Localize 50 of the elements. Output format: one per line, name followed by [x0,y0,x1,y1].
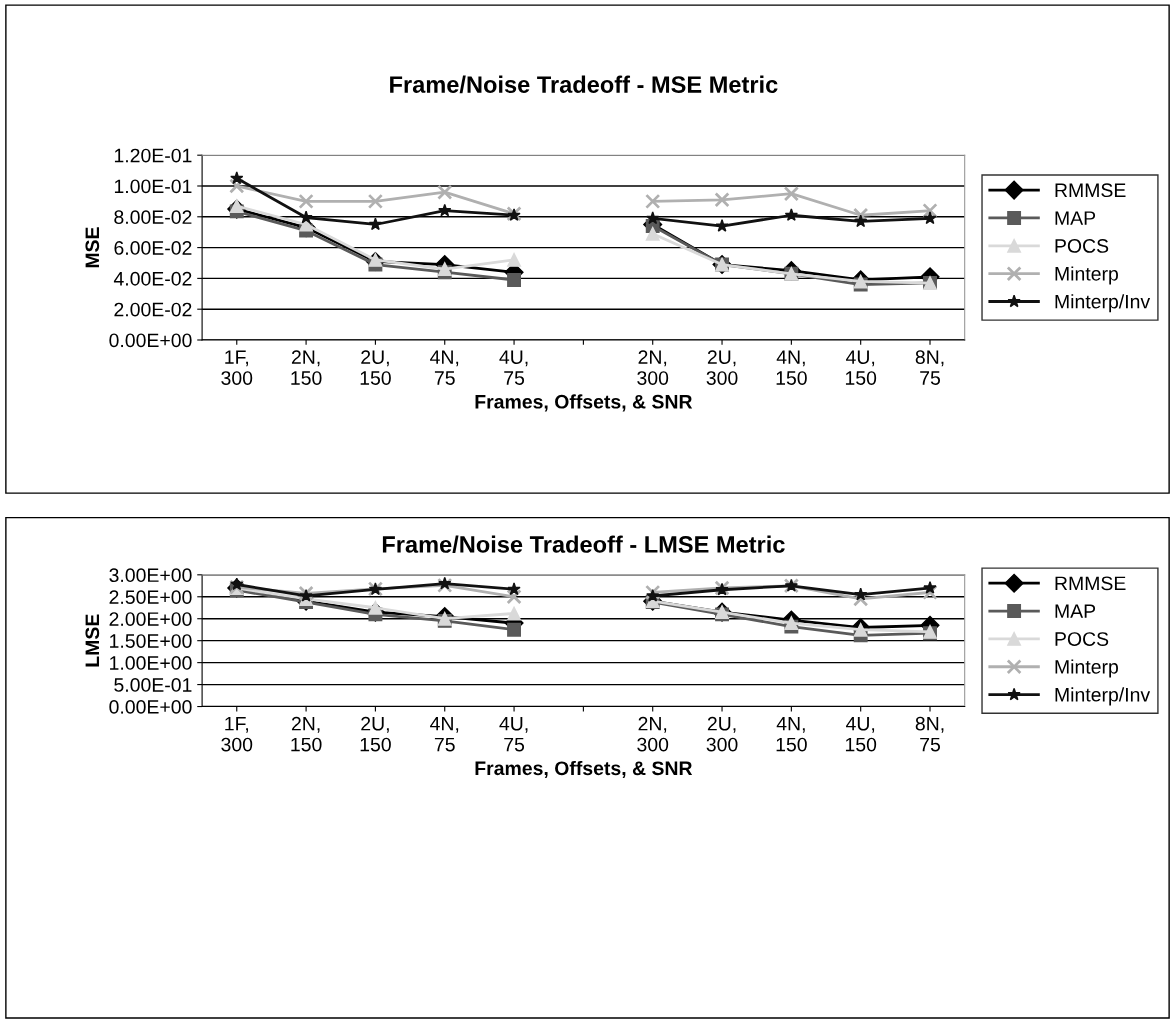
y-tick-label: 0.00E+00 [109,700,192,714]
y-tick-label: 1.50E+00 [110,634,192,648]
legend-label: Minterp/Inv [1055,294,1151,313]
legend-label: POCS [1055,239,1109,253]
x-tick-label: 4U, 75 [499,716,528,752]
y-tick-label: 2.00E+00 [109,612,192,626]
x-tick-label: 8N, 75 [915,350,944,385]
legend-label: RMMSE [1055,183,1126,198]
x-tick-label: 2U, 150 [360,350,391,385]
x-tick-label: 8N, 75 [915,716,944,752]
x-tick-label: 4U, 150 [845,716,877,752]
legend-label: MAP [1055,211,1096,225]
x-tick-label: 4U, 75 [499,350,528,385]
legend-label: Minterp [1055,659,1118,678]
x-tick-label: 4N, 150 [776,350,807,385]
x-tick-label: 4N, 75 [430,716,459,752]
y-axis-title: MSE [85,227,100,268]
chart-title: Frame/Noise Tradeoff - MSE Metric [390,75,778,94]
x-axis-title: Frames, Offsets, & SNR [475,760,693,778]
legend-label: MAP [1055,604,1096,618]
x-tick-label: 2U, 300 [706,716,738,752]
x-tick-label: 4N, 150 [776,716,807,752]
y-tick-label: 2.00E-02 [114,302,192,317]
legend-label: Minterp/Inv [1055,687,1151,706]
x-tick-label: 4N, 75 [430,350,459,385]
x-tick-label: 2N, 300 [637,350,669,385]
y-tick-label: 5.00E-01 [114,678,192,692]
y-tick-label: 1.00E-01 [114,179,192,194]
x-tick-label: 4U, 150 [845,350,877,385]
x-axis-title: Frames, Offsets, & SNR [475,394,693,412]
legend-label: Minterp [1055,266,1118,285]
x-tick-label: 2U, 300 [706,350,738,385]
chart-title: Frame/Noise Tradeoff - LMSE Metric [382,535,785,554]
x-tick-label: 2N, 150 [291,716,322,752]
legend-label: RMMSE [1055,576,1126,591]
y-tick-label: 0.00E+00 [109,333,192,348]
y-tick-label: 2.50E+00 [109,590,192,605]
y-tick-label: 3.00E+00 [109,568,192,583]
x-tick-label: 1F, 300 [221,716,253,752]
y-axis-title: LMSE [85,614,100,667]
legend-label: POCS [1055,632,1109,646]
x-tick-label: 1F, 300 [221,350,253,385]
y-tick-label: 8.00E-02 [114,210,192,225]
y-tick-label: 6.00E-02 [114,241,192,255]
y-tick-label: 4.00E-02 [113,271,192,286]
y-tick-label: 1.20E-01 [114,148,192,163]
x-tick-label: 2N, 150 [291,350,322,385]
x-tick-label: 2U, 150 [360,716,391,752]
y-tick-label: 1.00E+00 [110,656,192,670]
x-tick-label: 2N, 300 [637,716,669,752]
